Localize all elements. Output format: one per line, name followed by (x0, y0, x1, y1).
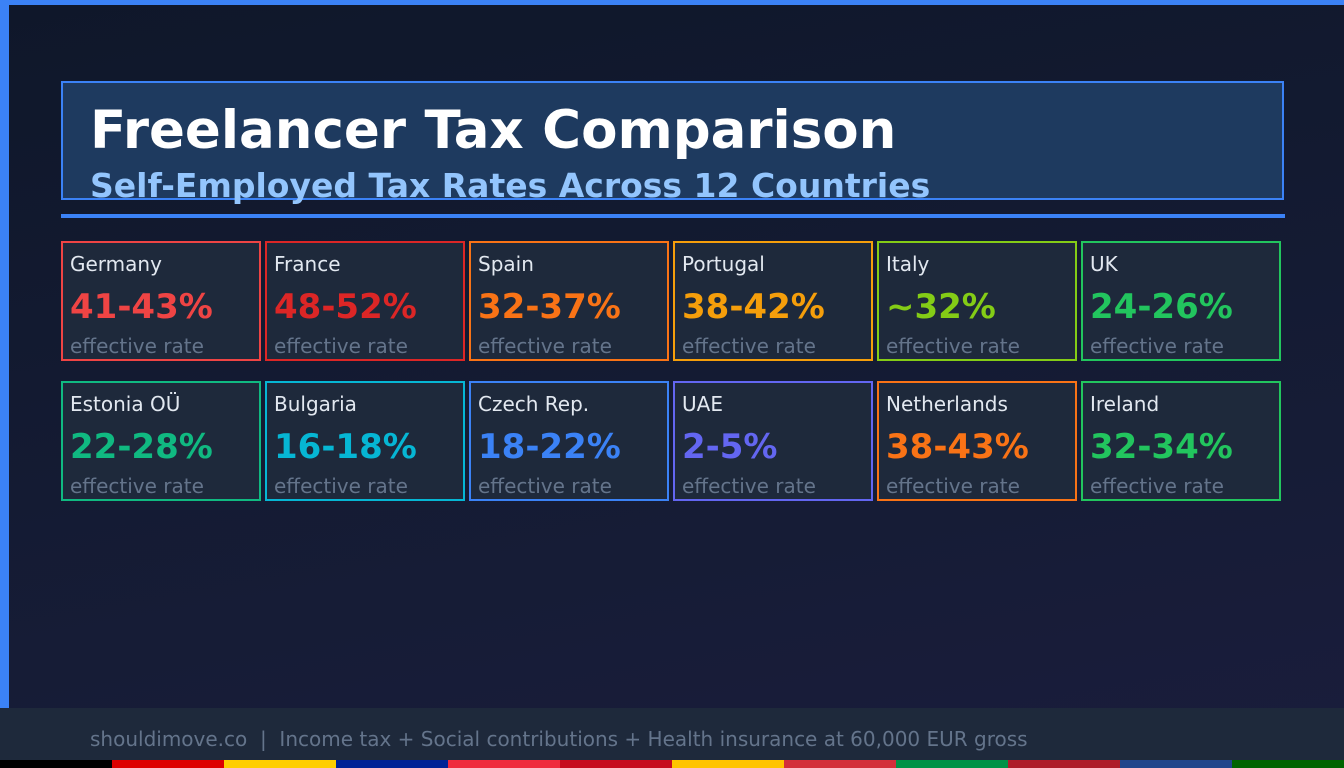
country-name: Spain (478, 252, 534, 276)
country-name: Italy (886, 252, 930, 276)
footer-text: shouldimove.co | Income tax + Social con… (90, 727, 1028, 751)
country-card: Germany 41-43% effective rate (61, 241, 261, 361)
rate-label: effective rate (478, 334, 612, 358)
footer: shouldimove.co | Income tax + Social con… (0, 708, 1344, 760)
country-name: Portugal (682, 252, 765, 276)
rate-label: effective rate (274, 474, 408, 498)
flag-stripe (672, 760, 784, 768)
country-card: Czech Rep. 18-22% effective rate (469, 381, 669, 501)
country-card: Netherlands 38-43% effective rate (877, 381, 1077, 501)
rate-label: effective rate (682, 474, 816, 498)
country-name: Czech Rep. (478, 392, 590, 416)
tax-rate: 2-5% (682, 427, 778, 467)
country-card: Italy ~32% effective rate (877, 241, 1077, 361)
tax-rate: 22-28% (70, 427, 213, 467)
tax-rate: 32-34% (1090, 427, 1233, 467)
country-card: Bulgaria 16-18% effective rate (265, 381, 465, 501)
header-box (61, 81, 1284, 200)
flag-stripe (896, 760, 1008, 768)
country-card: France 48-52% effective rate (265, 241, 465, 361)
flag-stripe (112, 760, 224, 768)
tax-rate: 16-18% (274, 427, 417, 467)
country-card: Portugal 38-42% effective rate (673, 241, 873, 361)
flag-stripe (1120, 760, 1232, 768)
divider (61, 214, 1285, 218)
flag-color-strip (0, 760, 1344, 768)
country-name: Estonia OÜ (70, 392, 181, 416)
tax-rate: 48-52% (274, 287, 417, 327)
left-accent-bar (0, 0, 9, 708)
country-card: UK 24-26% effective rate (1081, 241, 1281, 361)
flag-stripe (224, 760, 336, 768)
tax-rate: 38-43% (886, 427, 1029, 467)
rate-label: effective rate (1090, 334, 1224, 358)
flag-stripe (336, 760, 448, 768)
country-name: Netherlands (886, 392, 1008, 416)
flag-stripe (1232, 760, 1344, 768)
country-card: Ireland 32-34% effective rate (1081, 381, 1281, 501)
rate-label: effective rate (274, 334, 408, 358)
tax-rate: 32-37% (478, 287, 621, 327)
flag-stripe (0, 760, 112, 768)
tax-rate: ~32% (886, 287, 996, 327)
country-name: Bulgaria (274, 392, 357, 416)
country-name: UAE (682, 392, 723, 416)
flag-stripe (560, 760, 672, 768)
country-card: UAE 2-5% effective rate (673, 381, 873, 501)
country-card: Spain 32-37% effective rate (469, 241, 669, 361)
tax-rate: 41-43% (70, 287, 213, 327)
country-name: Germany (70, 252, 162, 276)
country-name: France (274, 252, 341, 276)
country-name: UK (1090, 252, 1118, 276)
flag-stripe (1008, 760, 1120, 768)
top-accent-bar (0, 0, 1344, 5)
tax-rate: 18-22% (478, 427, 621, 467)
rate-label: effective rate (1090, 474, 1224, 498)
rate-label: effective rate (886, 334, 1020, 358)
country-name: Ireland (1090, 392, 1160, 416)
country-card: Estonia OÜ 22-28% effective rate (61, 381, 261, 501)
page-subtitle: Self-Employed Tax Rates Across 12 Countr… (90, 166, 931, 205)
rate-label: effective rate (682, 334, 816, 358)
rate-label: effective rate (70, 334, 204, 358)
page-title: Freelancer Tax Comparison (90, 100, 897, 161)
flag-stripe (784, 760, 896, 768)
rate-label: effective rate (886, 474, 1020, 498)
tax-rate: 24-26% (1090, 287, 1233, 327)
flag-stripe (448, 760, 560, 768)
rate-label: effective rate (70, 474, 204, 498)
tax-rate: 38-42% (682, 287, 825, 327)
rate-label: effective rate (478, 474, 612, 498)
